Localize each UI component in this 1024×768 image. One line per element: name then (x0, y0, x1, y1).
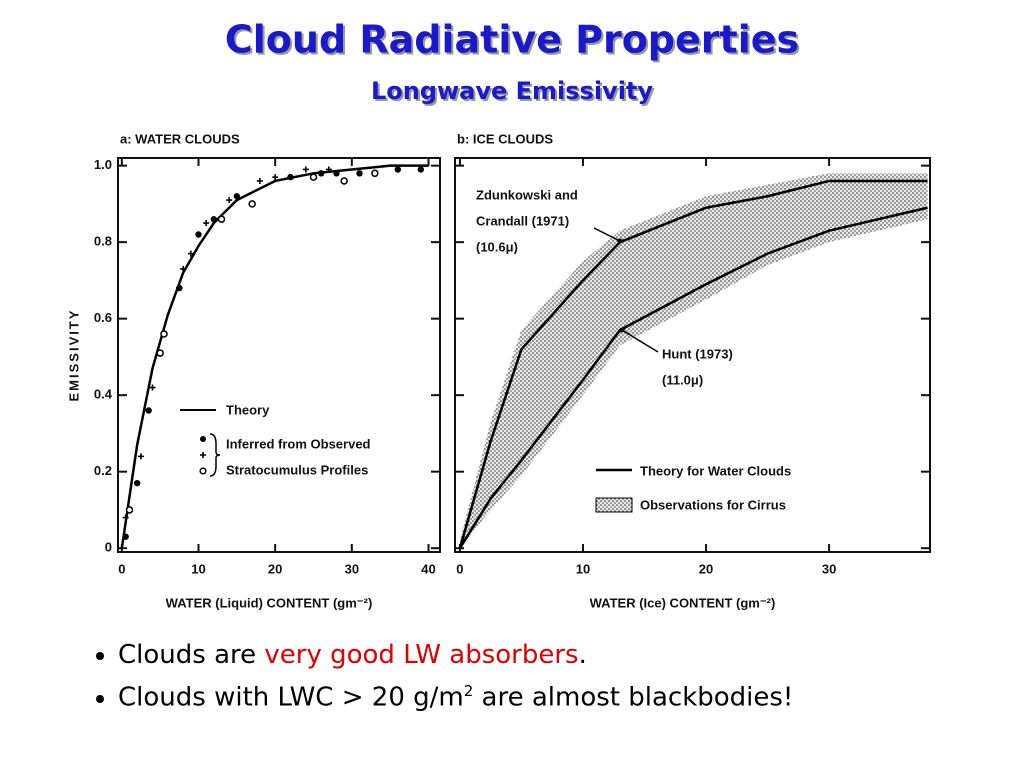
annotation-arrowhead (619, 327, 625, 333)
legend-bracket (209, 433, 221, 477)
point (309, 173, 318, 181)
superscript: 2 (463, 682, 474, 700)
point (138, 453, 144, 460)
x-axis-label: WATER (Ice) CONTENT (gm⁻²) (590, 595, 776, 610)
x-tick-label: 40 (421, 561, 435, 576)
legend-label: Stratocumulus Profiles (226, 462, 368, 477)
annotation: (10.6μ) (476, 239, 518, 254)
point (176, 284, 183, 292)
legend-symbol (200, 452, 206, 458)
legend-swatch (595, 497, 633, 513)
plot-frame (117, 157, 441, 553)
legend-symbol (200, 436, 206, 442)
annotation: (11.0μ) (662, 372, 703, 387)
slide-title: Cloud Radiative Properties (225, 18, 799, 62)
point (340, 177, 348, 185)
annotation-arrowhead (617, 238, 623, 244)
legend-label: Inferred from Observed (226, 436, 371, 451)
point (180, 265, 187, 272)
bullet-text: . (578, 640, 587, 670)
point (371, 169, 379, 178)
x-tick-label: 30 (345, 561, 359, 576)
point (217, 215, 226, 223)
point (248, 200, 256, 208)
annotation-leader (621, 329, 659, 353)
bullet: Clouds with LWC > 20 g/m2 are almost bla… (118, 682, 793, 713)
point (302, 166, 309, 173)
x-tick-label: 30 (822, 561, 836, 576)
y-tick-label: 0 (105, 540, 112, 555)
annotation: Crandall (1971) (476, 213, 569, 228)
point (272, 174, 279, 181)
point (394, 166, 402, 173)
bullet-highlight: very good LW absorbers (264, 640, 579, 670)
point (195, 231, 202, 238)
y-tick-label: 0.8 (94, 234, 112, 249)
slide-subtitle: Longwave Emissivity (371, 77, 653, 105)
point (210, 216, 218, 223)
plot-frame (454, 157, 931, 553)
x-tick-label: 20 (268, 561, 282, 576)
bullet: Clouds are very good LW absorbers. (118, 640, 793, 670)
panel-title: a: WATER CLOUDS (120, 131, 240, 146)
legend-label: Observations for Cirrus (640, 497, 786, 512)
point (187, 250, 194, 257)
legend-symbol (199, 467, 207, 475)
legend-label: Theory for Water Clouds (640, 463, 791, 478)
point (156, 349, 164, 357)
legend-label: Theory (226, 402, 270, 417)
x-tick-label: 10 (576, 561, 590, 576)
point (203, 220, 210, 227)
y-axis-label: EMISSIVITY (66, 309, 81, 402)
point (233, 193, 241, 200)
y-tick-label: 1.0 (94, 157, 112, 172)
bullet-text: Clouds with LWC > 20 g/m (118, 682, 464, 713)
point (333, 170, 340, 177)
point (149, 384, 156, 391)
bullet-text: Clouds are (118, 640, 265, 670)
point (317, 170, 325, 177)
point (160, 330, 168, 338)
x-tick-label: 0 (118, 561, 125, 576)
point (256, 177, 263, 184)
bullet-text: are almost blackbodies! (473, 682, 794, 713)
point (417, 166, 425, 173)
point (133, 479, 141, 487)
band (459, 173, 928, 549)
x-tick-label: 20 (699, 561, 713, 576)
x-tick-label: 10 (191, 561, 205, 576)
point (356, 170, 363, 177)
point (122, 514, 129, 521)
point (125, 506, 134, 514)
x-axis-label: WATER (Liquid) CONTENT (gm⁻²) (166, 595, 373, 610)
x-tick-label: 0 (456, 561, 463, 576)
point (287, 173, 294, 181)
point (226, 197, 233, 204)
point (325, 166, 332, 173)
bullet-list: Clouds are very good LW absorbers. Cloud… (80, 640, 793, 725)
annotation: Hunt (1973) (662, 346, 733, 361)
point (122, 533, 129, 540)
annotation-leader (593, 227, 621, 242)
y-tick-label: 0.6 (94, 310, 112, 325)
panel-title: b: ICE CLOUDS (457, 131, 553, 146)
line (120, 164, 429, 549)
y-tick-label: 0.4 (94, 387, 113, 402)
annotation: Zdunkowski and (476, 187, 578, 202)
y-tick-label: 0.2 (94, 463, 112, 478)
point (145, 407, 152, 414)
